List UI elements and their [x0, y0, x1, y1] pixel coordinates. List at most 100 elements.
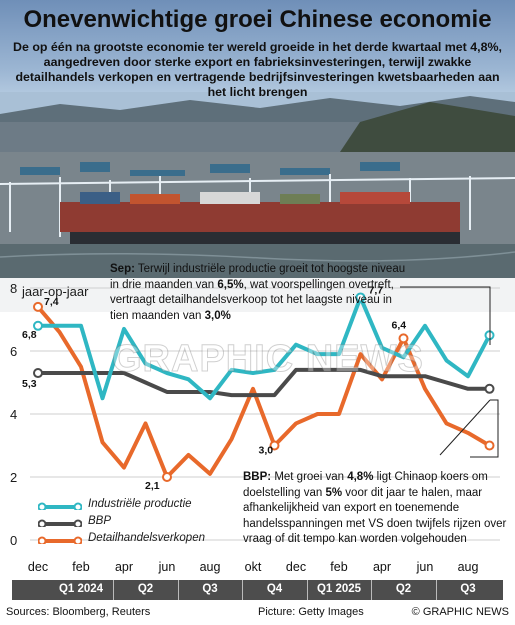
data-point-industry	[208, 396, 212, 400]
data-point-gdp	[423, 374, 427, 378]
sources-credit: Sources: Bloomberg, Reuters	[6, 606, 151, 618]
data-point-industry	[401, 355, 406, 359]
bbp-annotation-text2: ligt Chinaop koers om doelstelling van	[243, 471, 488, 499]
data-point-retail	[208, 472, 212, 476]
legend-swatch-gdp	[38, 519, 82, 527]
x-tick-label: feb	[72, 560, 90, 574]
x-tick-label: apr	[372, 560, 392, 574]
legend-label-industry: Industriële productie	[88, 498, 192, 510]
data-point-retail	[57, 330, 62, 334]
quarter-separator	[242, 580, 244, 600]
data-point-retail	[294, 421, 298, 426]
data-point-industry	[423, 324, 427, 328]
data-point-retail	[358, 352, 363, 356]
data-point-industry	[122, 327, 126, 331]
data-point-retail	[444, 421, 449, 426]
x-tick-label: feb	[330, 560, 348, 574]
data-point-industry	[315, 352, 320, 356]
bbp-annotation-value1: 4,8%	[347, 471, 374, 483]
data-point-industry	[100, 396, 105, 400]
data-point-gdp	[358, 368, 363, 372]
data-point-gdp	[401, 374, 406, 378]
data-point-retail	[122, 465, 126, 470]
x-tick-label: okt	[244, 560, 262, 574]
quarter-label: Q2	[137, 583, 154, 595]
data-point-industry	[466, 374, 470, 378]
data-point-retail	[33, 301, 43, 312]
bbp-leader-line	[439, 399, 491, 456]
data-label-retail: 3,0	[259, 445, 274, 457]
data-label-retail: 2,1	[145, 480, 160, 492]
quarter-separator	[371, 580, 373, 600]
legend-swatch-retail	[38, 536, 82, 544]
data-point-gdp	[466, 387, 470, 391]
data-point-retail	[269, 440, 280, 451]
sep-annotation-value1: 6,5%	[217, 278, 244, 291]
quarter-label: Q3	[460, 583, 476, 595]
picture-credit: Picture: Getty Images	[258, 606, 364, 618]
data-point-gdp	[294, 368, 298, 372]
data-label-retail: 6,4	[392, 319, 407, 331]
data-label-industry: 6,8	[22, 329, 37, 341]
data-point-industry	[294, 343, 298, 347]
bbp-annotation-value2: 5%	[325, 486, 343, 499]
data-point-gdp	[337, 368, 341, 372]
data-point-gdp	[57, 371, 62, 375]
data-point-retail	[251, 387, 255, 391]
bbp-annotation-lead: BBP:	[243, 471, 272, 483]
data-point-gdp	[100, 371, 105, 375]
series-line-industry	[38, 295, 492, 401]
data-point-gdp	[122, 371, 126, 375]
data-point-retail	[143, 421, 148, 426]
data-point-gdp	[251, 393, 255, 397]
x-tick-label: jun	[416, 560, 434, 574]
data-point-retail	[398, 333, 409, 344]
y-tick-label: 0	[10, 533, 17, 548]
x-tick-label: aug	[457, 560, 479, 574]
quarter-separator	[177, 580, 179, 600]
data-point-industry	[355, 292, 366, 303]
data-point-industry	[337, 352, 341, 356]
series-line-gdp	[38, 367, 490, 398]
x-tick-label: jun	[158, 560, 176, 574]
quarter-label: Q1 2025	[316, 583, 362, 595]
data-point-retail	[337, 412, 341, 416]
page-subtitle: De op één na grootste economie ter werel…	[13, 40, 502, 99]
legend-label-gdp: BBP	[88, 515, 112, 527]
data-point-gdp	[380, 374, 384, 378]
legend-label-retail: Detailhandelsverkopen	[88, 532, 205, 544]
page-title: Onevenwichtige groei Chinese economie	[23, 6, 492, 33]
data-point-retail	[423, 387, 427, 391]
x-tick-label: dec	[27, 560, 49, 574]
watermark: GRAPHIC NEWS	[112, 338, 424, 381]
bbp-leader-line-right	[470, 399, 499, 458]
data-point-industry	[380, 346, 384, 350]
quarter-label: Q4	[266, 583, 283, 595]
data-point-gdp	[33, 368, 43, 379]
data-point-industry	[186, 377, 191, 381]
bbp-annotation-text1: Met groei van	[271, 471, 348, 483]
bbp-annotation: BBP: Met groei van 4,8% ligt Chinaop koe…	[243, 470, 513, 548]
data-point-industry	[57, 324, 62, 328]
data-point-gdp	[444, 380, 449, 385]
quarter-axis: Q1 2024 Q2 Q3 Q4 Q1 2025 Q2 Q3	[12, 580, 503, 600]
data-point-industry	[251, 371, 255, 375]
x-tick-label: dec	[285, 560, 307, 574]
y-tick-label: 2	[10, 470, 17, 485]
data-point-industry	[229, 368, 234, 372]
quarter-label: Q3	[202, 583, 218, 595]
data-point-gdp	[165, 390, 169, 394]
data-label-retail: 7,4	[44, 296, 59, 308]
data-label-gdp: 5,3	[22, 378, 37, 390]
data-label-industry: 7,7	[369, 284, 384, 296]
sep-annotation-text1: Terwijl industriële productie groeit tot…	[110, 263, 406, 291]
sep-annotation-value2: 3,0%	[204, 309, 231, 322]
data-point-retail	[162, 472, 172, 482]
data-point-retail	[380, 377, 384, 381]
data-point-gdp	[186, 390, 191, 394]
data-point-retail	[466, 431, 470, 435]
data-point-gdp	[315, 368, 320, 372]
data-point-industry	[33, 320, 43, 331]
data-point-industry	[272, 368, 277, 372]
